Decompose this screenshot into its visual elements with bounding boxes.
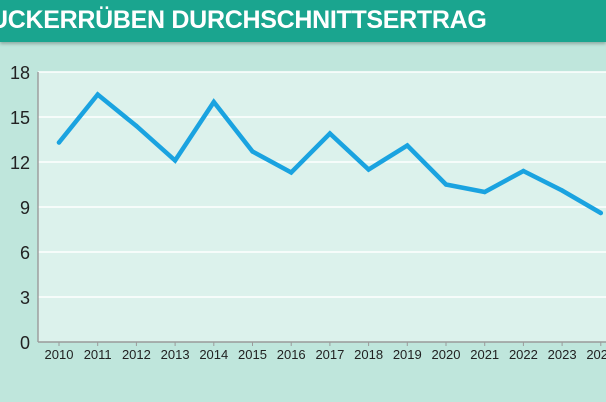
x-tick-label: 2011 — [84, 347, 112, 362]
data-point — [56, 140, 62, 145]
x-tick-label: 2018 — [354, 347, 383, 362]
y-tick-label: 18 — [10, 63, 30, 83]
data-point — [95, 92, 100, 97]
x-tick-label: 2019 — [393, 347, 422, 362]
data-point — [521, 168, 526, 174]
data-point — [559, 188, 565, 193]
x-tick-label: 2017 — [315, 347, 344, 362]
data-point — [289, 170, 294, 175]
data-point — [134, 123, 139, 129]
data-point — [598, 210, 603, 216]
data-point — [172, 158, 178, 163]
series-layer — [56, 91, 604, 216]
title-bar: UCKERRÜBEN DURCHSCHNITTSERTRAG — [0, 0, 606, 42]
y-tick-label: 12 — [10, 153, 30, 173]
y-tick-label: 15 — [10, 108, 30, 128]
data-point — [443, 182, 449, 187]
x-tick-label: 2023 — [548, 347, 577, 362]
x-tick-label: 2014 — [199, 347, 228, 362]
grid-lines — [38, 71, 606, 298]
data-point — [327, 131, 333, 136]
chart-title: UCKERRÜBEN DURCHSCHNITTSERTRAG — [0, 6, 487, 34]
y-tick-label: 9 — [20, 198, 30, 218]
y-tick-label: 0 — [20, 333, 30, 353]
x-tick-label: 2013 — [161, 347, 190, 362]
y-tick-label: 6 — [20, 243, 30, 263]
axes — [37, 72, 606, 346]
x-tick-label: 2012 — [122, 347, 151, 362]
data-point — [366, 167, 371, 172]
data-point — [211, 99, 216, 105]
data-point — [405, 143, 410, 148]
data-point — [482, 189, 487, 195]
x-tick-label: 2016 — [277, 347, 306, 362]
x-tick-label: 2020 — [432, 347, 461, 362]
x-tick-label: 2021 — [470, 347, 499, 362]
data-point — [250, 149, 255, 154]
x-tick-label: 2010 — [45, 347, 74, 362]
y-tick-labels: 0 3 6 9 12 15 18 — [10, 63, 30, 353]
y-tick-label: 3 — [20, 288, 30, 308]
x-tick-label: 2024 — [586, 347, 606, 362]
x-tick-labels: 2010 2011 2012 2013 2014 2015 2016 2017 2018 2019… — [45, 347, 606, 362]
x-tick-label: 2022 — [509, 347, 538, 362]
x-tick-label: 2015 — [238, 347, 267, 362]
